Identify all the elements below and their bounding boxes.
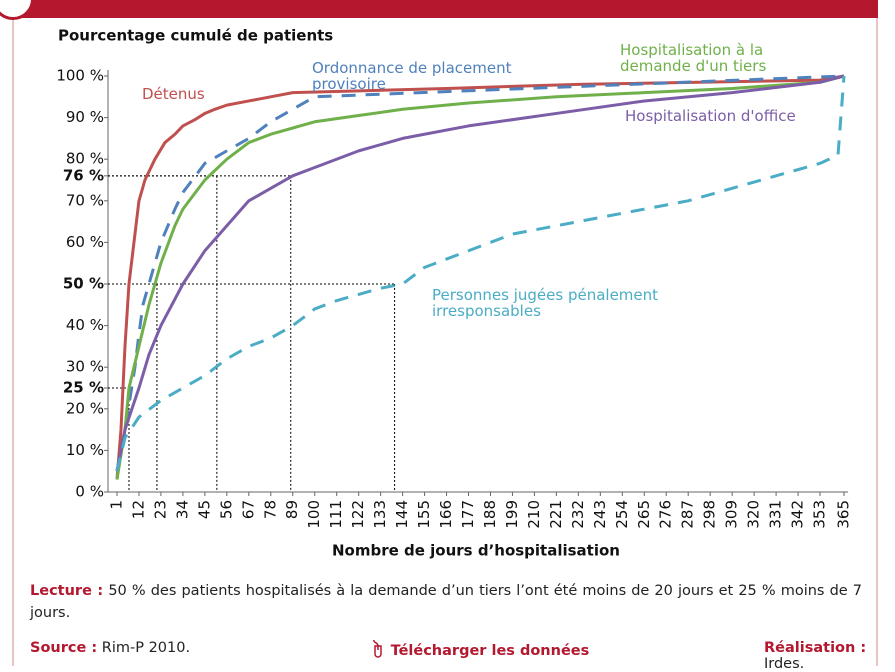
x-tick-label: 287 [679, 500, 697, 529]
x-tick-label: 331 [767, 500, 785, 529]
x-tick-label: 210 [525, 500, 543, 529]
reading-text: 50 % des patients hospitalisés à la dema… [30, 583, 862, 621]
download-text[interactable]: Télécharger les données [390, 643, 590, 659]
mouse-icon [373, 640, 382, 658]
series-line [115, 74, 845, 480]
header-bar [12, 0, 878, 18]
x-tick-label: 56 [217, 500, 235, 519]
x-tick-label: 1 [107, 500, 125, 510]
y-tick-label: 70 % [66, 191, 104, 209]
x-tick-label: 155 [415, 500, 433, 529]
series-line [115, 75, 846, 472]
x-tick-label: 122 [349, 500, 367, 529]
y-tick-label: 80 % [66, 150, 104, 168]
reading-label: Lecture : [30, 583, 104, 599]
series-line [115, 74, 845, 480]
series-line [115, 74, 845, 472]
x-tick-label: 199 [503, 500, 521, 529]
x-tick-label: 166 [437, 500, 455, 529]
y-tick-label: 20 % [66, 399, 104, 417]
download-link[interactable]: Télécharger les données [370, 640, 589, 659]
x-tick-label: 45 [195, 500, 213, 519]
series-label: Hospitalisation à la demande d'un tiers [620, 41, 767, 75]
x-tick-label: 12 [129, 500, 147, 519]
y-axis-label: Pourcentage cumulé de patients [58, 27, 333, 45]
x-tick-label: 177 [459, 500, 477, 529]
x-tick-label: 78 [261, 500, 279, 519]
x-tick-label: 89 [283, 500, 301, 519]
source: Source : Rim-P 2010. [30, 640, 190, 656]
x-tick-label: 188 [481, 500, 499, 529]
x-tick-label: 111 [327, 500, 345, 529]
series-label: Personnes jugées pénalement irresponsabl… [432, 286, 659, 320]
reading-note: Lecture : 50 % des patients hospitalisés… [30, 580, 862, 624]
credit-text: Irdes. [764, 656, 805, 672]
x-tick-label: 243 [591, 500, 609, 529]
x-tick-label: 232 [569, 500, 587, 529]
y-tick-label: 60 % [66, 233, 104, 251]
y-tick-label: 100 % [56, 67, 104, 85]
source-text: Rim-P 2010. [101, 640, 191, 656]
frame [12, 18, 878, 666]
x-tick-label: 23 [151, 500, 169, 519]
series-label: Ordonnance de placement provisoire [312, 59, 512, 93]
x-tick-label: 276 [657, 500, 675, 529]
series-label: Hospitalisation d'office [625, 107, 796, 125]
x-tick-label: 298 [701, 500, 719, 529]
x-tick-label: 221 [547, 500, 565, 529]
series-label: Détenus [142, 85, 205, 103]
x-tick-label: 353 [811, 500, 829, 529]
x-tick-label: 342 [789, 500, 807, 529]
y-tick-label: 76 % [63, 166, 104, 184]
series-line [115, 74, 845, 472]
y-tick-label: 50 % [63, 275, 104, 293]
y-tick-label: 10 % [66, 441, 104, 459]
chart: Pourcentage cumulé de patients Nombre de… [56, 27, 853, 560]
y-tick-label: 30 % [66, 358, 104, 376]
y-tick-label: 0 % [75, 483, 104, 501]
y-tick-label: 25 % [63, 379, 104, 397]
x-tick-label: 254 [613, 500, 631, 529]
x-tick-label: 265 [635, 500, 653, 529]
x-tick-label: 309 [723, 500, 741, 529]
x-tick-label: 100 [305, 500, 323, 529]
credit: Réalisation : Irdes. [764, 640, 895, 672]
credit-label: Réalisation : [764, 640, 867, 656]
x-tick-label: 133 [371, 500, 389, 529]
x-tick-label: 144 [393, 500, 411, 529]
source-label: Source : [30, 640, 98, 656]
x-axis-label: Nombre de jours d’hospitalisation [332, 542, 620, 560]
x-tick-label: 365 [835, 500, 853, 529]
x-tick-label: 67 [239, 500, 257, 519]
x-tick-label: 320 [745, 500, 763, 529]
x-tick-label: 34 [173, 500, 191, 519]
y-tick-label: 40 % [66, 316, 104, 334]
y-tick-label: 90 % [66, 108, 104, 126]
